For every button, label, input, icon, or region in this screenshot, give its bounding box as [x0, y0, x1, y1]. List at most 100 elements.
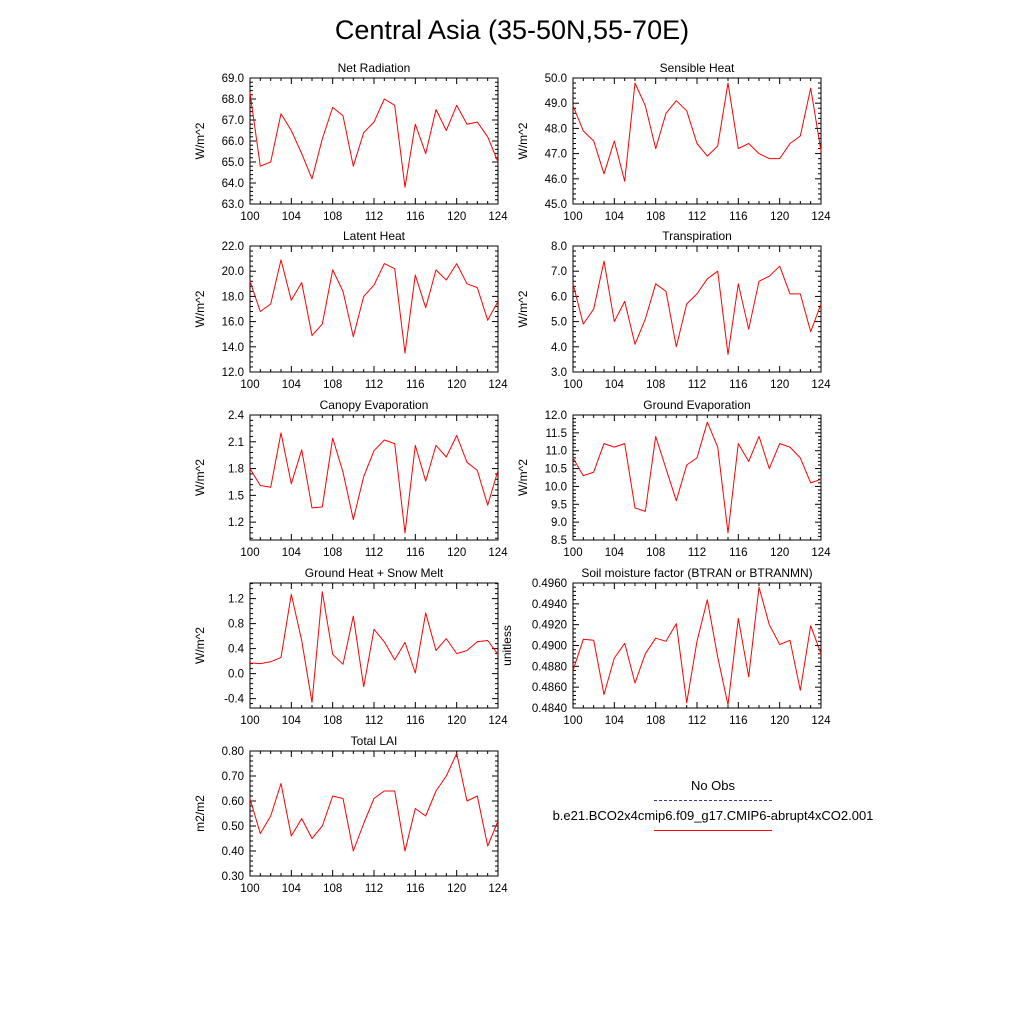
- x-tick-label: 104: [605, 547, 625, 559]
- y-tick-label: 1.5: [228, 490, 244, 502]
- x-tick-label: 104: [282, 547, 302, 559]
- y-tick-label: 0.4960: [532, 578, 567, 590]
- x-tick-label: 104: [605, 379, 625, 391]
- x-tick-label: 116: [729, 715, 747, 727]
- plot-frame: [249, 582, 499, 709]
- y-tick-label: 0.30: [222, 871, 244, 883]
- x-tick-label: 108: [323, 379, 342, 391]
- y-tick-label: 0.4840: [532, 703, 567, 715]
- y-tick-label: 66.0: [222, 136, 244, 148]
- x-tick-label: 108: [646, 547, 665, 559]
- x-tick-label: 120: [447, 547, 466, 559]
- plot-frame: [249, 245, 499, 373]
- x-tick-label: 100: [240, 547, 259, 559]
- x-tick-label: 116: [729, 211, 747, 223]
- y-tick-label: 0.60: [222, 796, 244, 808]
- y-tick-label: 7.0: [551, 266, 567, 278]
- legend-obs-line: [654, 800, 772, 801]
- y-tick-label: 2.4: [228, 410, 245, 422]
- y-tick-label: 12.0: [545, 410, 567, 422]
- y-tick-label: 0.50: [222, 821, 244, 833]
- x-tick-label: 108: [323, 715, 342, 727]
- x-tick-label: 116: [406, 211, 424, 223]
- panel-title: Sensible Heat: [660, 61, 735, 75]
- x-tick-label: 108: [323, 211, 342, 223]
- x-tick-label: 124: [488, 883, 508, 895]
- panel-title: Canopy Evaporation: [320, 398, 429, 412]
- y-tick-label: 10.0: [545, 481, 567, 493]
- y-tick-label: 8.0: [551, 241, 567, 253]
- y-tick-label: 16.0: [222, 317, 244, 329]
- y-tick-label: 18.0: [222, 291, 244, 303]
- y-axis-label: W/m^2: [516, 459, 530, 496]
- y-axis-label: unitless: [500, 625, 514, 666]
- plot-frame: [572, 414, 822, 541]
- x-tick-label: 100: [240, 211, 259, 223]
- x-tick-label: 104: [605, 715, 625, 727]
- chart-panel: 100 104 108 112 116 120 124 12.0 14.0 16.0 18.0 20.…: [193, 229, 508, 391]
- y-tick-label: 2.1: [228, 437, 244, 449]
- series-line: [572, 82, 822, 182]
- y-axis-label: m2/m2: [193, 795, 207, 832]
- y-tick-label: 22.0: [222, 241, 244, 253]
- x-tick-label: 108: [646, 715, 665, 727]
- panel-title: Net Radiation: [338, 61, 411, 75]
- y-tick-label: 0.70: [222, 771, 244, 783]
- x-tick-label: 116: [729, 547, 747, 559]
- x-tick-label: 120: [447, 883, 466, 895]
- y-tick-label: 47.0: [545, 149, 567, 161]
- x-tick-label: 112: [365, 715, 383, 727]
- x-tick-label: 112: [688, 715, 706, 727]
- y-tick-label: 0.4860: [532, 682, 567, 694]
- x-tick-label: 100: [240, 883, 259, 895]
- x-tick-label: 100: [563, 211, 582, 223]
- x-tick-label: 124: [811, 547, 831, 559]
- y-axis-label: W/m^2: [516, 290, 530, 327]
- y-tick-label: 64.0: [222, 178, 244, 190]
- x-tick-label: 120: [447, 211, 466, 223]
- series-line: [572, 260, 822, 355]
- x-tick-label: 120: [447, 715, 466, 727]
- y-tick-label: 0.40: [222, 846, 244, 858]
- x-tick-label: 120: [770, 715, 789, 727]
- x-tick-label: 100: [563, 379, 582, 391]
- legend-case-label: b.e21.BCO2x4cmip6.f09_g17.CMIP6-abrupt4x…: [552, 808, 874, 823]
- y-tick-label: 3.0: [551, 367, 567, 379]
- y-tick-label: 9.5: [551, 499, 567, 511]
- panel-title: Total LAI: [351, 734, 398, 748]
- y-tick-label: 10.5: [545, 464, 567, 476]
- x-tick-label: 116: [406, 547, 424, 559]
- x-tick-label: 104: [282, 379, 302, 391]
- x-tick-label: 104: [605, 211, 625, 223]
- y-tick-label: 11.0: [545, 446, 567, 458]
- y-tick-label: 0.4: [228, 644, 245, 656]
- x-tick-label: 116: [406, 715, 424, 727]
- x-tick-label: 124: [488, 715, 508, 727]
- plot-frame: [572, 582, 822, 709]
- series-line: [572, 421, 822, 534]
- y-axis-label: W/m^2: [193, 122, 207, 159]
- chart-panel: 100 104 108 112 116 120 124 0.30 0.40 0.50 0.60 0.7…: [193, 734, 508, 895]
- x-tick-label: 124: [488, 379, 508, 391]
- y-tick-label: 67.0: [222, 115, 244, 127]
- x-tick-label: 120: [770, 379, 789, 391]
- chart-panel: 100 104 108 112 116 120 124 8.5 9.0 9.5 10.0 10.5 11…: [516, 398, 831, 559]
- y-tick-label: 0.0: [228, 669, 244, 681]
- panel-title: Latent Heat: [343, 229, 406, 243]
- x-tick-label: 112: [688, 211, 706, 223]
- chart-panel: 100 104 108 112 116 120 124 45.0 46.0 47.0 48.0 49.…: [516, 61, 831, 223]
- y-tick-label: 4.0: [551, 342, 567, 354]
- y-tick-label: 0.4900: [532, 641, 567, 653]
- y-tick-label: 0.80: [222, 746, 244, 758]
- y-tick-label: 69.0: [222, 73, 244, 85]
- figure-title: Central Asia (35-50N,55-70E): [335, 15, 689, 45]
- y-tick-label: 1.2: [228, 594, 244, 606]
- y-tick-label: -0.4: [224, 694, 244, 706]
- x-tick-label: 116: [406, 883, 424, 895]
- chart-panel: 100 104 108 112 116 120 124 63.0 64.0 65.0 66.0 67.…: [193, 61, 508, 223]
- x-tick-label: 100: [563, 547, 582, 559]
- y-tick-label: 20.0: [222, 266, 244, 278]
- panel-title: Ground Evaporation: [643, 398, 750, 412]
- x-tick-label: 108: [323, 547, 342, 559]
- legend-case-line: [654, 830, 772, 831]
